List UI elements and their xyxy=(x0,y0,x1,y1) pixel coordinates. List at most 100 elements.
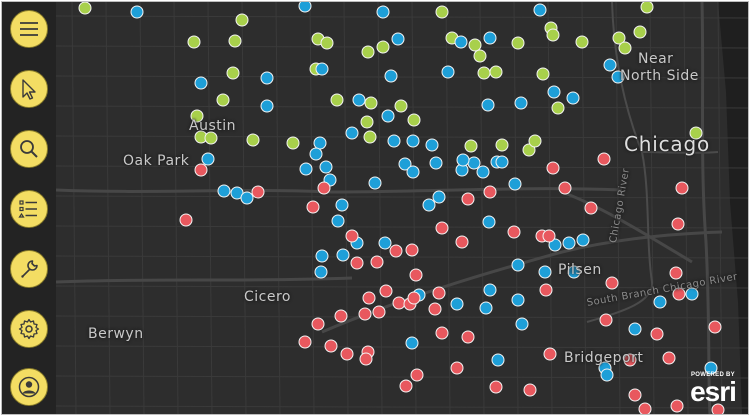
red-map-point[interactable] xyxy=(455,235,469,249)
blue-map-point[interactable] xyxy=(425,138,439,152)
blue-map-point[interactable] xyxy=(628,322,642,336)
red-map-point[interactable] xyxy=(638,402,652,414)
blue-map-point[interactable] xyxy=(533,3,547,17)
blue-map-point[interactable] xyxy=(260,99,274,113)
red-map-point[interactable] xyxy=(359,352,373,366)
blue-map-point[interactable] xyxy=(201,152,215,166)
blue-map-point[interactable] xyxy=(479,301,493,315)
blue-map-point[interactable] xyxy=(603,58,617,72)
blue-map-point[interactable] xyxy=(548,238,562,252)
red-map-point[interactable] xyxy=(670,399,684,413)
red-map-point[interactable] xyxy=(317,181,331,195)
blue-map-point[interactable] xyxy=(315,249,329,263)
blue-map-point[interactable] xyxy=(511,258,525,272)
blue-map-point[interactable] xyxy=(653,295,667,309)
red-map-point[interactable] xyxy=(389,244,403,258)
esri-attribution-logo[interactable]: POWERED BY esri xyxy=(684,372,742,410)
green-map-point[interactable] xyxy=(235,13,249,27)
red-map-point[interactable] xyxy=(435,221,449,235)
blue-map-point[interactable] xyxy=(381,109,395,123)
green-map-point[interactable] xyxy=(228,34,242,48)
green-map-point[interactable] xyxy=(226,66,240,80)
red-map-point[interactable] xyxy=(179,213,193,227)
green-map-point[interactable] xyxy=(246,133,260,147)
search-button[interactable] xyxy=(10,130,48,168)
blue-map-point[interactable] xyxy=(514,96,528,110)
blue-map-point[interactable] xyxy=(562,236,576,250)
green-map-point[interactable] xyxy=(473,49,487,63)
red-map-point[interactable] xyxy=(597,152,611,166)
blue-map-point[interactable] xyxy=(130,5,144,19)
blue-map-point[interactable] xyxy=(384,69,398,83)
red-map-point[interactable] xyxy=(379,284,393,298)
blue-map-point[interactable] xyxy=(600,368,614,382)
green-map-point[interactable] xyxy=(376,40,390,54)
blue-map-point[interactable] xyxy=(378,236,392,250)
red-map-point[interactable] xyxy=(407,291,421,305)
blue-map-point[interactable] xyxy=(476,165,490,179)
blue-map-point[interactable] xyxy=(566,91,580,105)
green-map-point[interactable] xyxy=(286,136,300,150)
blue-map-point[interactable] xyxy=(405,336,419,350)
red-map-point[interactable] xyxy=(489,380,503,394)
red-map-point[interactable] xyxy=(461,192,475,206)
green-map-point[interactable] xyxy=(364,96,378,110)
green-map-point[interactable] xyxy=(511,36,525,50)
red-map-point[interactable] xyxy=(428,302,442,316)
blue-map-point[interactable] xyxy=(314,265,328,279)
green-map-point[interactable] xyxy=(394,99,408,113)
red-map-point[interactable] xyxy=(662,351,676,365)
red-map-point[interactable] xyxy=(711,403,725,414)
blue-map-point[interactable] xyxy=(685,287,699,301)
green-map-point[interactable] xyxy=(204,131,218,145)
red-map-point[interactable] xyxy=(370,255,384,269)
green-map-point[interactable] xyxy=(633,25,647,39)
red-map-point[interactable] xyxy=(599,313,613,327)
green-map-point[interactable] xyxy=(536,67,550,81)
blue-map-point[interactable] xyxy=(313,136,327,150)
blue-map-point[interactable] xyxy=(406,134,420,148)
green-map-point[interactable] xyxy=(360,115,374,129)
red-map-point[interactable] xyxy=(507,225,521,239)
red-map-point[interactable] xyxy=(675,181,689,195)
blue-map-point[interactable] xyxy=(315,62,329,76)
blue-map-point[interactable] xyxy=(260,71,274,85)
red-map-point[interactable] xyxy=(671,217,685,231)
red-map-point[interactable] xyxy=(432,286,446,300)
red-map-point[interactable] xyxy=(392,296,406,310)
blue-map-point[interactable] xyxy=(368,176,382,190)
red-map-point[interactable] xyxy=(399,379,413,393)
green-map-point[interactable] xyxy=(495,138,509,152)
green-map-point[interactable] xyxy=(546,28,560,42)
green-map-point[interactable] xyxy=(489,65,503,79)
menu-button[interactable] xyxy=(10,10,48,48)
tools-button[interactable] xyxy=(10,250,48,288)
green-map-point[interactable] xyxy=(78,2,92,15)
red-map-point[interactable] xyxy=(350,256,364,270)
blue-map-point[interactable] xyxy=(309,147,323,161)
red-map-point[interactable] xyxy=(543,347,557,361)
red-map-point[interactable] xyxy=(340,347,354,361)
blue-map-point[interactable] xyxy=(481,98,495,112)
green-map-point[interactable] xyxy=(640,2,654,14)
blue-map-point[interactable] xyxy=(456,153,470,167)
red-map-point[interactable] xyxy=(298,335,312,349)
red-map-point[interactable] xyxy=(450,361,464,375)
red-map-point[interactable] xyxy=(542,229,556,243)
green-map-point[interactable] xyxy=(618,41,632,55)
red-map-point[interactable] xyxy=(546,161,560,175)
blue-map-point[interactable] xyxy=(299,162,313,176)
red-map-point[interactable] xyxy=(251,185,265,199)
blue-map-point[interactable] xyxy=(538,265,552,279)
blue-map-point[interactable] xyxy=(576,233,590,247)
red-map-point[interactable] xyxy=(409,268,423,282)
red-map-point[interactable] xyxy=(483,185,497,199)
red-map-point[interactable] xyxy=(435,326,449,340)
green-map-point[interactable] xyxy=(464,139,478,153)
blue-map-point[interactable] xyxy=(335,198,349,212)
red-map-point[interactable] xyxy=(623,353,637,367)
red-map-point[interactable] xyxy=(650,327,664,341)
green-map-point[interactable] xyxy=(363,130,377,144)
